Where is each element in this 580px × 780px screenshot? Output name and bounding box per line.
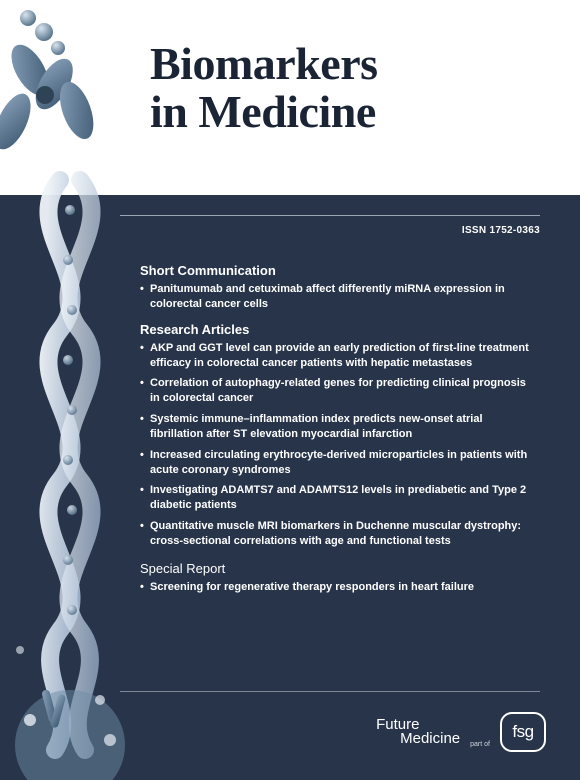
section-title-research: Research Articles — [140, 322, 535, 337]
section-title-special: Special Report — [140, 561, 535, 576]
footer-logos: Future Medicine part of fsg — [376, 712, 546, 752]
group-badge: fsg — [500, 712, 546, 752]
content-divider — [120, 691, 540, 692]
article-item: Screening for regenerative therapy respo… — [140, 580, 535, 595]
article-item: Systemic immune–inflammation index predi… — [140, 412, 535, 442]
special-list: Screening for regenerative therapy respo… — [140, 580, 535, 595]
article-item: AKP and GGT level can provide an early p… — [140, 341, 535, 371]
research-list: AKP and GGT level can provide an early p… — [140, 341, 535, 549]
issn-row: ISSN 1752-0363 — [120, 215, 540, 238]
table-of-contents: Short Communication Panitumumab and cetu… — [140, 263, 535, 601]
journal-title: Biomarkers in Medicine — [150, 40, 378, 137]
journal-title-line1: Biomarkers — [150, 40, 378, 88]
issn-label: ISSN 1752-0363 — [462, 225, 540, 236]
section-title-short-comm: Short Communication — [140, 263, 535, 278]
short-comm-list: Panitumumab and cetuximab affect differe… — [140, 282, 535, 312]
journal-title-line2: in Medicine — [150, 88, 378, 136]
article-item: Correlation of autophagy-related genes f… — [140, 376, 535, 406]
article-item: Panitumumab and cetuximab affect differe… — [140, 282, 535, 312]
article-item: Investigating ADAMTS7 and ADAMTS12 level… — [140, 483, 535, 513]
publisher-line2: Medicine — [376, 732, 460, 746]
article-item: Quantitative muscle MRI biomarkers in Du… — [140, 519, 535, 549]
cover-main-panel: ISSN 1752-0363 Short Communication Panit… — [0, 195, 580, 780]
journal-cover: Biomarkers in Medicine ISSN 1752-0363 Sh… — [0, 0, 580, 780]
article-item: Increased circulating erythrocyte-derive… — [140, 448, 535, 478]
publisher-logo: Future Medicine — [376, 718, 460, 747]
partof-label: part of — [470, 741, 490, 748]
cover-header: Biomarkers in Medicine — [0, 0, 580, 195]
